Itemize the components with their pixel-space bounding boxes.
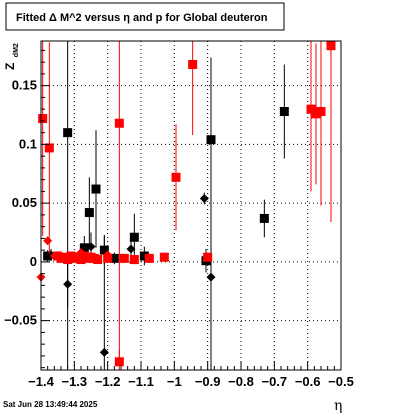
data-points (36, 41, 336, 370)
data-point-square (203, 252, 213, 262)
y-tick-label: 0.05 (12, 195, 37, 210)
y-axis-ticks: −0.05 0 0.05 0.1 0.15 (4, 49, 50, 369)
svg-text:Z dM2: Z dM2 (1, 43, 20, 70)
data-point-square (84, 208, 94, 218)
data-point-diamond (76, 248, 86, 257)
y-axis-label-main: Z (3, 63, 17, 70)
data-point-square (311, 109, 321, 119)
y-tick-label: 0 (30, 254, 37, 269)
data-point-diamond (49, 251, 59, 261)
y-tick-label: −0.05 (4, 313, 37, 328)
data-point-square (91, 184, 101, 194)
chart-title: Fitted Δ M^2 versus η and p for Global d… (16, 12, 268, 24)
data-point-diamond (43, 236, 53, 246)
data-point-square (259, 213, 269, 223)
timestamp: Sat Jun 28 13:49:44 2025 (3, 400, 98, 409)
data-point-square (79, 243, 89, 253)
data-point-square (129, 255, 139, 265)
x-tick-label: −0.8 (228, 374, 254, 389)
x-tick-label: −0.6 (295, 374, 321, 389)
data-point-square (306, 104, 316, 114)
data-point-diamond (63, 279, 73, 289)
data-point-square (188, 60, 198, 69)
data-point-square (206, 135, 216, 145)
data-point-square (144, 253, 154, 263)
title-box (5, 2, 285, 31)
data-point-square (93, 255, 103, 265)
x-tick-label: −0.5 (328, 374, 354, 389)
data-point-diamond (99, 347, 109, 357)
data-point-square (171, 172, 181, 182)
x-axis-ticks: −1.4 −1.3 −1.2 −1.1 −1 −0.9 −0.8 −0.7 −0.6 −0.5 (28, 361, 354, 389)
y-tick-label: 0.15 (12, 78, 37, 93)
x-tick-label: −1.1 (128, 374, 154, 389)
data-point-square (63, 128, 73, 138)
x-tick-label: −1.2 (95, 374, 121, 389)
data-point-square (44, 143, 54, 153)
gridlines (41, 41, 341, 370)
x-tick-label: −0.7 (261, 374, 287, 389)
data-point-square (316, 107, 326, 116)
data-point-square (129, 232, 139, 242)
data-point-square (43, 251, 53, 261)
data-point-square (326, 41, 336, 51)
data-point-diamond (86, 242, 96, 252)
x-tick-label: −1.4 (28, 374, 54, 389)
y-axis-label: Z dM2 (1, 43, 20, 70)
x-axis-label: η (334, 398, 342, 414)
data-point-square (114, 118, 124, 128)
data-point-square (38, 114, 48, 124)
x-tick-label: −1.3 (61, 374, 87, 389)
plot-frame (40, 40, 342, 371)
y-axis-label-sub: dM2 (13, 43, 20, 57)
data-point-diamond (206, 272, 216, 282)
data-point-square (139, 251, 149, 261)
data-point-square (114, 357, 124, 367)
y-tick-label: 0.1 (19, 136, 37, 151)
data-point-diamond (126, 244, 136, 254)
x-tick-label: −0.9 (195, 374, 221, 389)
data-point-square (279, 107, 289, 116)
data-point-diamond (103, 250, 113, 260)
x-tick-label: −1 (167, 374, 182, 389)
data-point-square (109, 253, 119, 263)
data-point-square (159, 252, 169, 262)
data-point-square (119, 253, 129, 263)
data-point-diamond (199, 193, 209, 203)
